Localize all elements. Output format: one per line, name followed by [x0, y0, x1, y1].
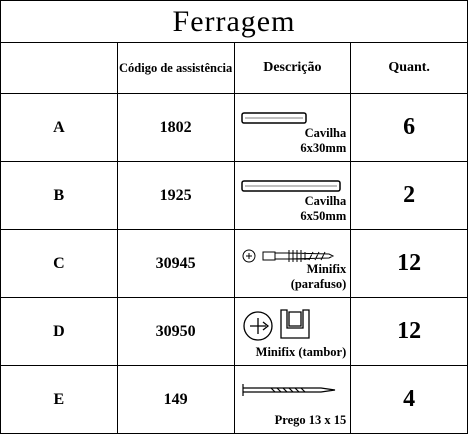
description-label: Prego 13 x 15 [274, 413, 347, 427]
quantity: 4 [350, 365, 468, 434]
part-code: 30950 [116, 297, 235, 366]
row-letter: B [0, 161, 118, 230]
description-label: Cavilha 6x50mm [300, 194, 347, 223]
quantity: 12 [350, 297, 468, 366]
header-cell: Quant. [350, 42, 468, 94]
description: Minifix (tambor) [233, 297, 352, 366]
part-code: 149 [116, 365, 235, 434]
quantity: 12 [350, 229, 468, 298]
quantity: 6 [350, 93, 468, 162]
description-label: Minifix (parafuso) [290, 262, 347, 291]
dowel-icon [240, 112, 307, 124]
part-code: 1925 [116, 161, 235, 230]
row-letter: E [0, 365, 118, 434]
part-code: 30945 [116, 229, 235, 298]
header-cell: Código de assistência [116, 42, 235, 94]
dowel-icon [240, 180, 341, 192]
row-letter: D [0, 297, 118, 366]
description-label: Minifix (tambor) [255, 345, 347, 359]
header-cell [0, 42, 118, 94]
description-label: Cavilha 6x30mm [300, 126, 347, 155]
cam-icon [242, 309, 310, 341]
description: Minifix (parafuso) [233, 229, 352, 298]
row-letter: A [0, 93, 118, 162]
nail-icon [241, 384, 335, 396]
part-code: 1802 [116, 93, 235, 162]
table-title: Ferragem [0, 0, 468, 43]
quantity: 2 [350, 161, 468, 230]
description: Cavilha 6x50mm [233, 161, 352, 230]
row-letter: C [0, 229, 118, 298]
header-cell: Descrição [233, 42, 352, 94]
description: Cavilha 6x30mm [233, 93, 352, 162]
screw-icon [242, 249, 334, 263]
description: Prego 13 x 15 [233, 365, 352, 434]
